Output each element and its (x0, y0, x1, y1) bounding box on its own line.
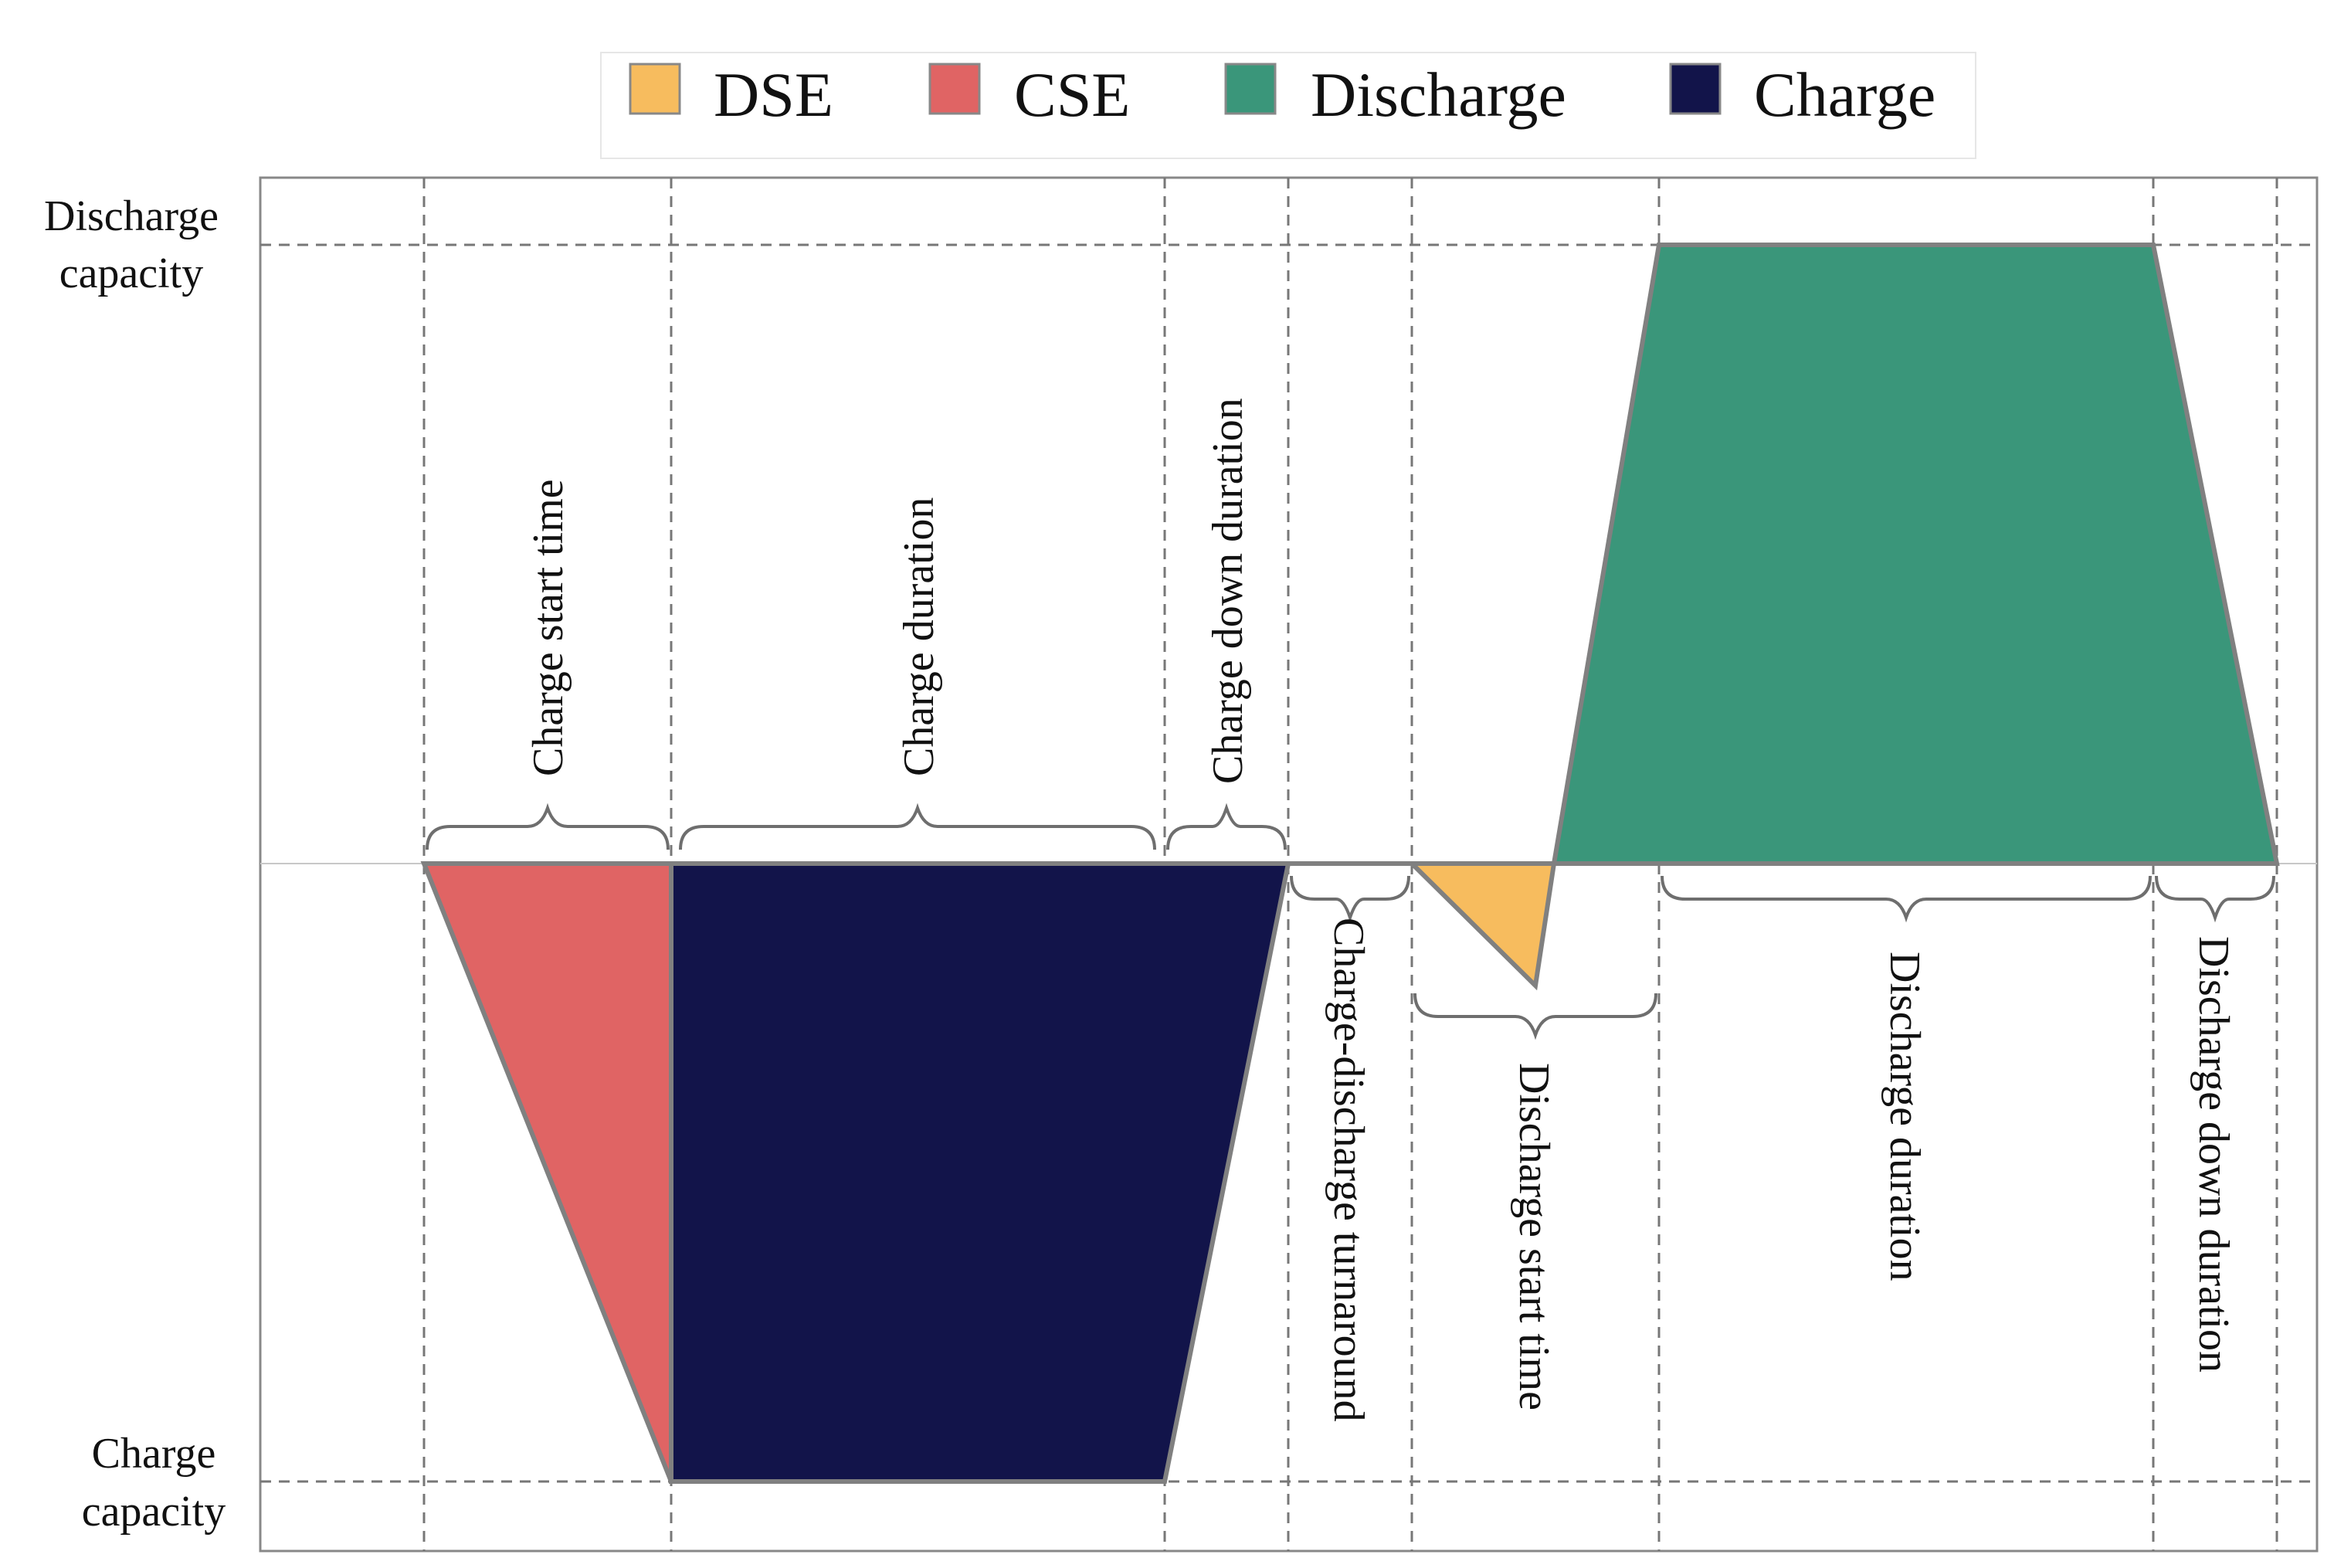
legend-item-charge: Charge (1669, 59, 1935, 130)
brace-discharge-down-duration (2155, 875, 2275, 923)
cse-area (420, 861, 673, 1483)
legend-swatch-discharge (1224, 63, 1277, 115)
legend-label-discharge: Discharge (1311, 59, 1566, 130)
legend-item-discharge: Discharge (1224, 59, 1566, 130)
charge-area (669, 861, 1291, 1484)
label-charge-discharge-turnaround: Charge-discharge turnaround (1325, 918, 1372, 1422)
brace-charge-start-time (426, 803, 670, 850)
y-axis-top-label: Discharge capacity (44, 192, 219, 297)
label-discharge-start-time: Discharge start time (1510, 1063, 1558, 1410)
annotations: Charge start time Charge duration Charge… (524, 398, 2237, 1421)
brace-charge-duration (679, 803, 1156, 850)
discharge-area (1551, 243, 2280, 866)
legend-swatch-cse (928, 63, 981, 115)
brace-charge-down-duration (1166, 803, 1287, 850)
y-label-charge: Charge (92, 1430, 216, 1478)
legend: DSE CSE Discharge Charge (600, 52, 1976, 159)
label-charge-duration: Charge duration (895, 497, 943, 776)
legend-label-cse: CSE (1014, 59, 1130, 130)
legend-item-dse: DSE (629, 59, 833, 130)
brace-discharge-start-time (1413, 993, 1657, 1040)
y-label-capacity-top: capacity (59, 249, 204, 297)
brace-discharge-duration (1661, 875, 2152, 923)
dse-area (1406, 861, 1557, 991)
y-axis-bottom-label: Charge capacity (82, 1430, 226, 1536)
legend-swatch-charge (1669, 63, 1722, 115)
legend-swatch-dse (629, 63, 681, 115)
brace-charge-discharge-turnaround (1290, 875, 1410, 923)
label-discharge-down-duration: Discharge down duration (2190, 936, 2237, 1373)
label-discharge-duration: Discharge duration (1881, 952, 1929, 1281)
label-charge-down-duration: Charge down duration (1204, 398, 1252, 784)
legend-label-dse: DSE (714, 59, 833, 130)
y-label-capacity-bottom: capacity (82, 1488, 226, 1536)
legend-label-charge: Charge (1754, 59, 1935, 130)
braces (426, 803, 2275, 1040)
y-label-discharge: Discharge (44, 192, 219, 240)
legend-item-cse: CSE (928, 59, 1130, 130)
legend-frame (600, 52, 1976, 159)
label-charge-start-time: Charge start time (524, 479, 572, 776)
